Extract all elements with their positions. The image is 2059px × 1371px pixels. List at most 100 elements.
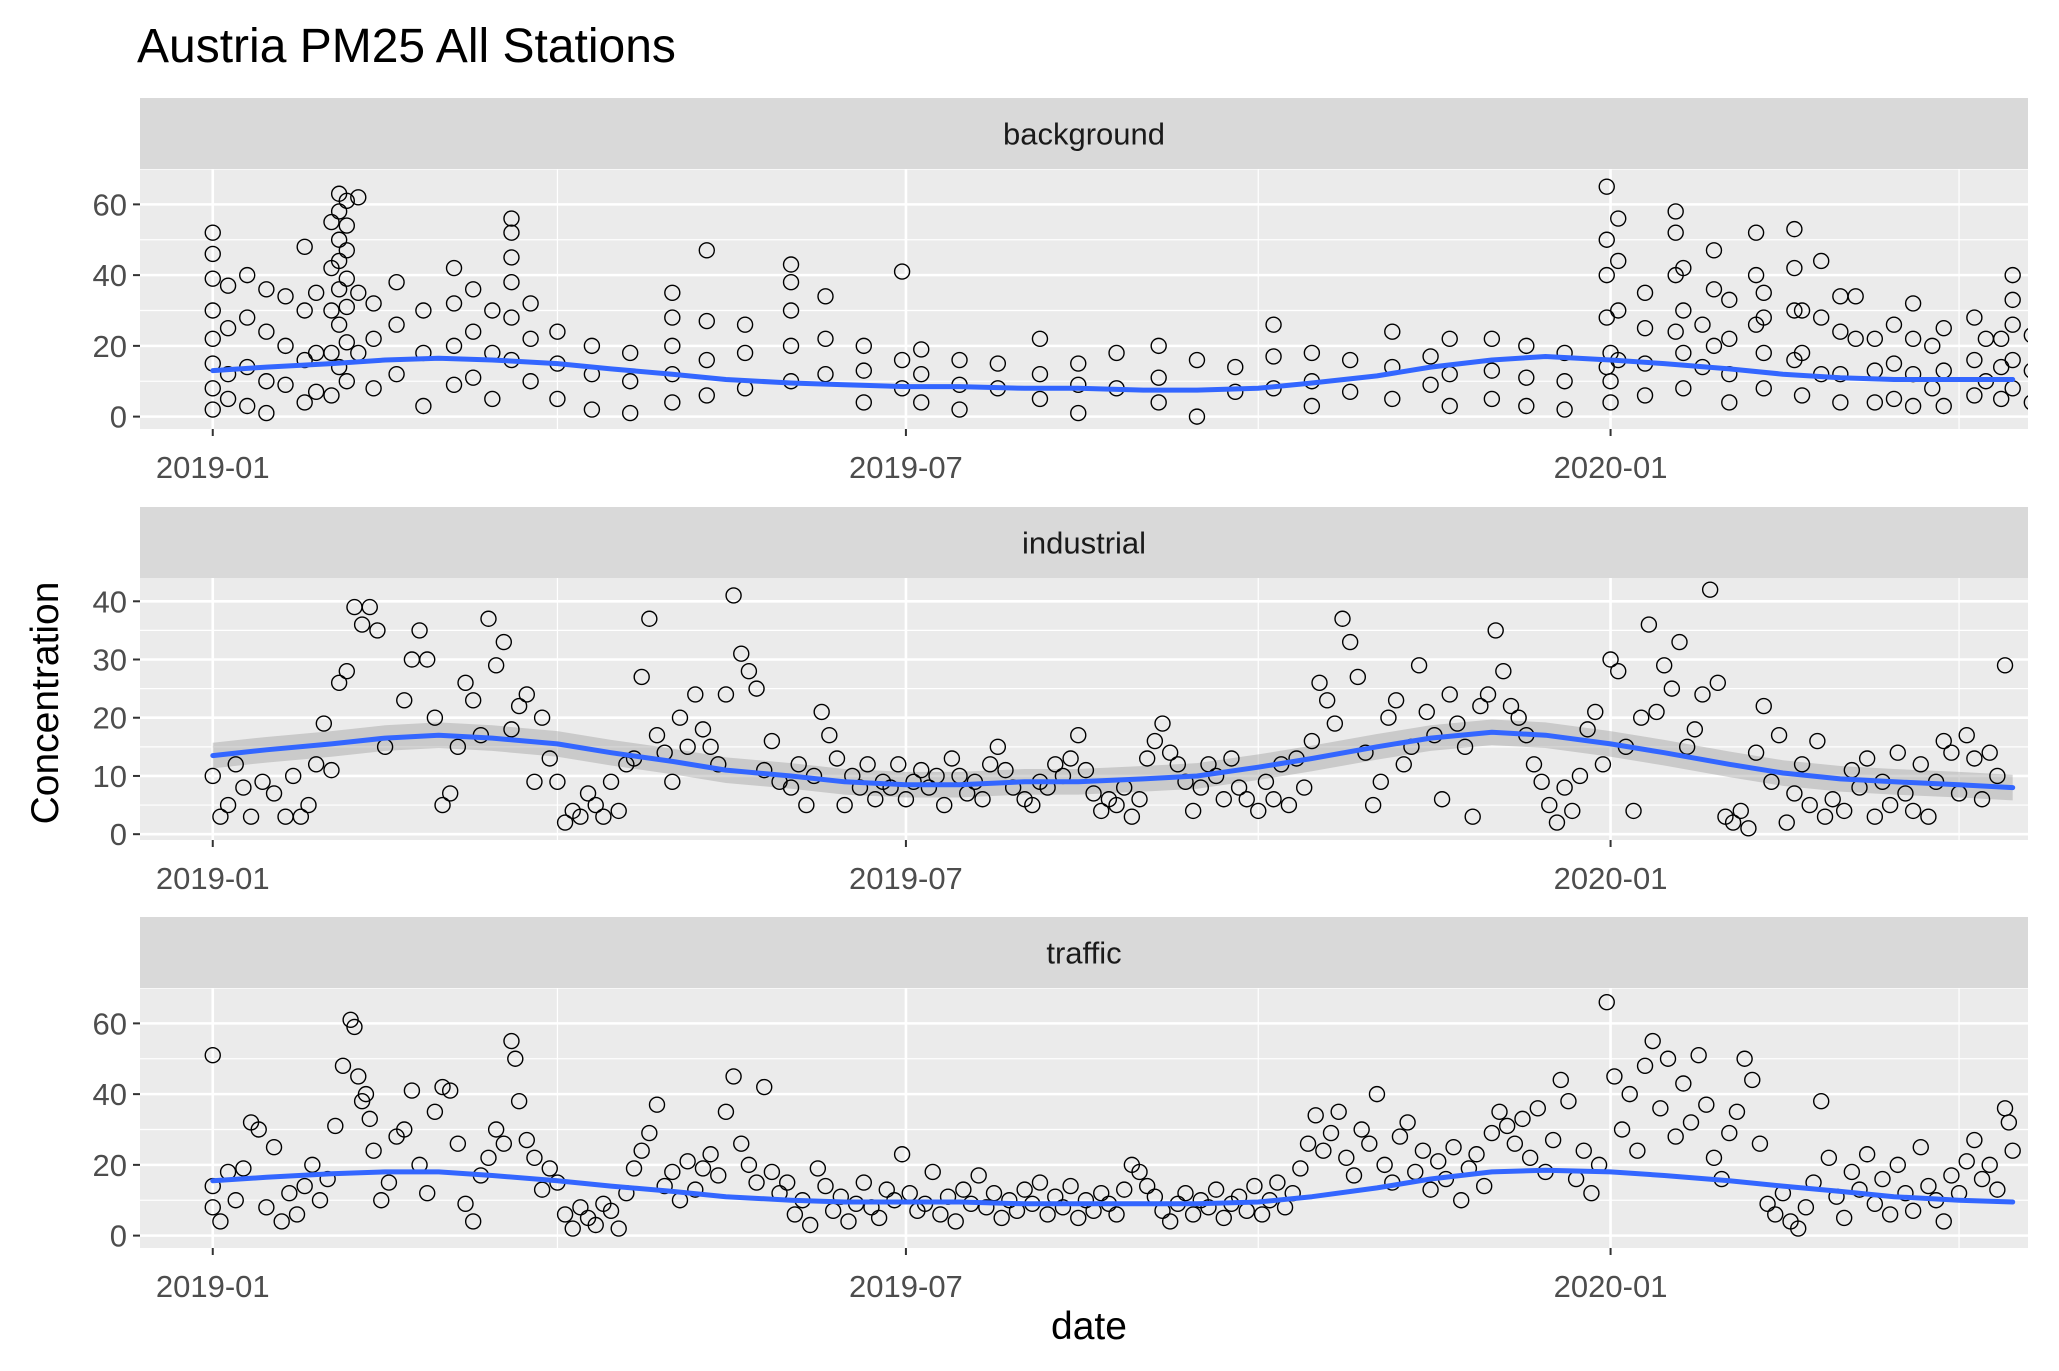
data-point <box>1495 662 1512 680</box>
data-point <box>449 1135 467 1152</box>
data-point <box>641 1124 658 1142</box>
data-point <box>698 242 715 259</box>
data-point <box>288 1206 306 1223</box>
data-point <box>2000 1114 2018 1131</box>
data-point <box>250 1121 267 1138</box>
data-point <box>254 773 271 790</box>
data-point <box>733 1135 750 1152</box>
data-point <box>1996 657 2014 674</box>
data-point <box>1790 1220 1807 1237</box>
data-point <box>890 756 907 773</box>
data-point <box>1889 1156 1906 1174</box>
data-point <box>1031 330 1049 347</box>
data-point <box>564 1220 581 1237</box>
data-point <box>204 1047 221 1064</box>
data-point <box>361 598 378 616</box>
data-point <box>1636 387 1654 404</box>
data-point <box>1238 791 1255 808</box>
data-point <box>897 791 915 808</box>
data-point <box>2004 351 2021 369</box>
data-point <box>1816 808 1834 825</box>
data-point <box>1751 1135 1769 1152</box>
data-point <box>817 330 834 347</box>
data-point <box>365 295 382 312</box>
data-point <box>1675 344 1692 362</box>
data-point <box>1625 802 1642 820</box>
data-point <box>1047 756 1064 773</box>
data-point <box>1832 365 1849 383</box>
data-point <box>602 773 620 790</box>
data-point <box>1472 697 1489 715</box>
data-point <box>710 1167 727 1184</box>
data-point <box>1958 727 1975 744</box>
data-point <box>1556 373 1573 390</box>
data-point <box>1793 302 1811 319</box>
smooth-trend-line <box>210 729 2016 791</box>
data-point <box>365 1142 382 1159</box>
data-point <box>338 242 355 259</box>
data-point <box>330 281 348 298</box>
data-point <box>993 1209 1010 1227</box>
data-point <box>1303 344 1321 362</box>
data-point <box>756 1078 773 1096</box>
data-point <box>1966 387 1983 404</box>
data-point <box>867 791 884 808</box>
data-point <box>1571 767 1589 785</box>
facet-panel-traffic: traffic 0 20 40 60 2019-01 2019-07 2020-01 <box>93 917 2028 1304</box>
data-point <box>330 316 348 333</box>
x-tick-label: 2019-07 <box>849 861 963 896</box>
data-point <box>1353 1121 1370 1138</box>
y-tick-label: 40 <box>93 258 127 293</box>
data-point <box>748 680 765 697</box>
data-point <box>219 796 237 814</box>
data-point <box>296 1177 313 1195</box>
facet-strip-label: background <box>1003 117 1165 152</box>
y-tick-label: 60 <box>93 1006 127 1041</box>
data-point <box>1606 1068 1623 1085</box>
data-point <box>2004 291 2021 309</box>
data-point <box>913 761 930 779</box>
data-point <box>1912 756 1929 773</box>
data-point <box>587 1216 604 1234</box>
data-point <box>281 1184 298 1202</box>
data-point <box>1384 390 1401 408</box>
data-point <box>1414 1142 1432 1159</box>
data-point <box>1904 330 1922 347</box>
data-point <box>733 645 750 662</box>
data-point <box>1866 394 1884 411</box>
data-point <box>782 337 800 355</box>
data-point <box>204 270 221 287</box>
data-point <box>1349 668 1367 686</box>
data-point <box>239 309 256 326</box>
data-point <box>1602 394 1619 411</box>
data-point <box>782 779 800 796</box>
data-point <box>1935 1213 1952 1230</box>
data-point <box>855 337 872 355</box>
data-point <box>1215 1209 1232 1227</box>
data-point <box>480 1149 497 1166</box>
data-point <box>526 773 543 790</box>
data-point <box>1108 796 1125 814</box>
data-point <box>579 785 597 802</box>
data-point <box>353 616 371 633</box>
data-point <box>1763 773 1780 790</box>
data-point <box>1793 756 1811 773</box>
data-point <box>1770 727 1788 744</box>
data-point <box>403 1082 421 1099</box>
data-point <box>1610 302 1627 319</box>
data-point <box>1150 394 1167 411</box>
data-point <box>1904 802 1922 820</box>
data-point <box>1858 750 1876 767</box>
data-layer <box>204 581 2016 837</box>
data-point <box>330 231 348 248</box>
data-point <box>989 738 1007 756</box>
data-point <box>1835 802 1853 820</box>
data-point <box>997 761 1014 779</box>
data-point <box>1280 796 1298 814</box>
data-point <box>258 1199 275 1216</box>
plot-area <box>140 578 2028 840</box>
data-point <box>1755 380 1772 397</box>
data-point <box>541 750 558 767</box>
